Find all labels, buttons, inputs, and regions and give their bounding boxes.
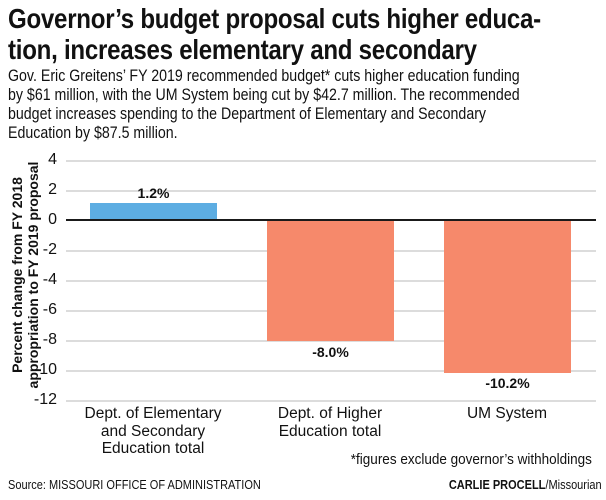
chart-title: Governor’s budget proposal cuts higher e…: [8, 3, 541, 65]
data-label-elementary-secondary: 1.2%: [137, 185, 170, 201]
data-label-higher-education: -8.0%: [312, 344, 349, 360]
y-tick-neg6: -6: [42, 301, 57, 318]
subtitle-line-2: by $61 million, with the UM System being…: [8, 86, 520, 104]
y-tick-neg8: -8: [42, 331, 57, 348]
gridline-4: [66, 160, 596, 162]
subtitle-line-1: Gov. Eric Greitens’ FY 2019 recommended …: [8, 67, 520, 85]
subtitle-line-4: Education by $87.5 million.: [8, 124, 178, 142]
x-category-higher-education: Dept. of Higher Education total: [277, 405, 383, 440]
subtitle-line-3: budget increases spending to the Departm…: [8, 105, 487, 123]
y-tick-4: 4: [48, 151, 57, 168]
bar-elementary-secondary: [90, 203, 217, 220]
credit-outlet: /Missourian: [545, 478, 602, 492]
gridline-neg8: [66, 340, 596, 342]
y-tick-0: 0: [48, 211, 57, 228]
footnote: *figures exclude governor’s withholdings: [350, 451, 592, 468]
gridline-neg10: [66, 370, 596, 372]
chart-title-line-2: tion, increases elementary and secondary: [8, 34, 477, 65]
x-category-um-system: UM System: [466, 405, 548, 422]
gridline-2: [66, 190, 596, 192]
data-label-um-system: -10.2%: [485, 375, 530, 391]
zero-baseline: [66, 219, 596, 221]
y-tick-neg2: -2: [42, 241, 57, 258]
bar-um-system: [444, 221, 571, 373]
bar-higher-education: [267, 221, 394, 341]
y-tick-neg12: -12: [33, 391, 57, 408]
chart-subtitle: Gov. Eric Greitens’ FY 2019 recommended …: [8, 67, 606, 143]
gridline-neg12: [66, 400, 596, 402]
credit-line: CARLIE PROCELL/Missourian: [449, 478, 602, 492]
y-tick-2: 2: [48, 181, 57, 198]
x-category-elementary-secondary: Dept. of Elementary and Secondary Educat…: [84, 405, 222, 457]
y-axis-label-line-1: Percent change from FY 2018: [9, 177, 25, 373]
chart-title-line-1: Governor’s budget proposal cuts higher e…: [8, 3, 541, 34]
credit-name: CARLIE PROCELL: [449, 478, 546, 492]
source-line: Source: MISSOURI OFFICE OF ADMINISTRATIO…: [8, 478, 261, 492]
y-tick-neg4: -4: [42, 271, 57, 288]
y-tick-neg10: -10: [33, 361, 57, 378]
